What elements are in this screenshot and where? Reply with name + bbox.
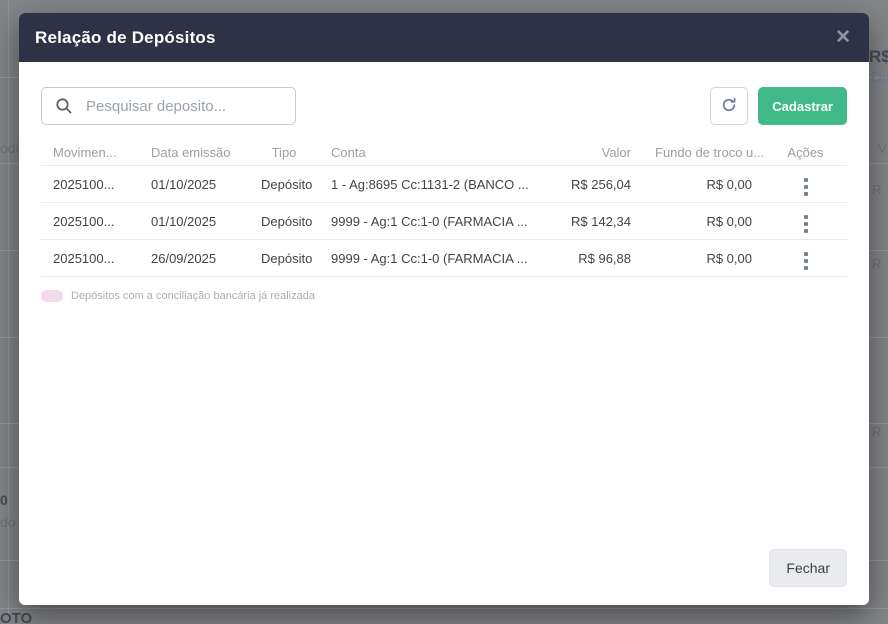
row-actions-button[interactable] bbox=[764, 207, 847, 235]
column-header-movimento: Movimen... bbox=[53, 145, 117, 160]
background-text-fragment: Dife bbox=[871, 69, 888, 86]
background-text-fragment: R$ bbox=[869, 47, 888, 66]
deposits-table: Movimen... Data emissão Tipo Conta Valor… bbox=[41, 140, 847, 277]
refresh-button[interactable] bbox=[710, 87, 749, 125]
cell-data-emissao: 01/10/2025 bbox=[151, 176, 217, 192]
cell-tipo: Depósito bbox=[261, 213, 313, 229]
legend-label: Depósitos com a conciliação bancária já … bbox=[71, 290, 315, 302]
reconciliation-legend: Depósitos com a conciliação bancária já … bbox=[41, 290, 847, 302]
background-text-fragment: do bbox=[0, 514, 16, 530]
cell-data-emissao: 26/09/2025 bbox=[151, 250, 217, 266]
close-icon[interactable]: ✕ bbox=[835, 27, 851, 48]
background-divider bbox=[8, 0, 9, 624]
modal-header: Relação de Depósitos ✕ bbox=[19, 13, 869, 62]
toolbar: Cadastrar bbox=[41, 87, 847, 125]
table-row[interactable]: 2025100... 01/10/2025 Depósito 1 - Ag:86… bbox=[41, 166, 847, 203]
background-text-fragment: 0 bbox=[0, 492, 8, 508]
background-text-fragment: R bbox=[872, 424, 882, 439]
cell-conta: 9999 - Ag:1 Cc:1-0 (FARMACIA ... bbox=[331, 213, 528, 229]
deposits-modal: Relação de Depósitos ✕ bbox=[19, 13, 869, 605]
cell-fundo-troco: R$ 0,00 bbox=[706, 176, 752, 192]
legend-color-swatch bbox=[41, 290, 63, 302]
kebab-menu-icon bbox=[798, 250, 814, 272]
toolbar-actions: Cadastrar bbox=[710, 87, 847, 125]
modal-footer: Fechar bbox=[41, 549, 847, 587]
table-row[interactable]: 2025100... 26/09/2025 Depósito 9999 - Ag… bbox=[41, 240, 847, 277]
search-box bbox=[41, 87, 296, 125]
kebab-menu-icon bbox=[798, 213, 814, 235]
background-text-fragment: OTO bbox=[0, 610, 33, 624]
cell-movimento: 2025100... bbox=[53, 250, 115, 266]
cell-valor: R$ 256,04 bbox=[571, 176, 631, 192]
background-text-fragment: R bbox=[872, 256, 882, 271]
search-icon bbox=[55, 97, 73, 120]
cell-fundo-troco: R$ 0,00 bbox=[706, 250, 752, 266]
column-header-fundo-troco: Fundo de troco u... bbox=[655, 145, 764, 160]
background-text-fragment: R bbox=[872, 182, 882, 197]
background-row-line bbox=[0, 608, 888, 609]
search-input[interactable] bbox=[41, 87, 296, 125]
cell-valor: R$ 96,88 bbox=[578, 250, 631, 266]
background-text-fragment: ódi bbox=[0, 140, 19, 156]
column-header-conta: Conta bbox=[331, 145, 366, 160]
cadastrar-button[interactable]: Cadastrar bbox=[758, 87, 847, 125]
cell-movimento: 2025100... bbox=[53, 213, 115, 229]
column-header-acoes: Ações bbox=[787, 145, 824, 160]
table-header-row: Movimen... Data emissão Tipo Conta Valor… bbox=[41, 140, 847, 166]
cell-conta: 9999 - Ag:1 Cc:1-0 (FARMACIA ... bbox=[331, 250, 528, 266]
cell-data-emissao: 01/10/2025 bbox=[151, 213, 217, 229]
cell-tipo: Depósito bbox=[261, 250, 313, 266]
row-actions-button[interactable] bbox=[764, 244, 847, 272]
modal-title: Relação de Depósitos bbox=[35, 27, 216, 47]
column-header-valor: Valor bbox=[601, 145, 631, 160]
cell-valor: R$ 142,34 bbox=[571, 213, 631, 229]
column-header-tipo: Tipo bbox=[271, 145, 297, 160]
cell-conta: 1 - Ag:8695 Cc:1131-2 (BANCO ... bbox=[331, 176, 529, 192]
kebab-menu-icon bbox=[798, 176, 814, 198]
table-row[interactable]: 2025100... 01/10/2025 Depósito 9999 - Ag… bbox=[41, 203, 847, 240]
cell-movimento: 2025100... bbox=[53, 176, 115, 192]
row-actions-button[interactable] bbox=[764, 170, 847, 198]
fechar-button[interactable]: Fechar bbox=[769, 549, 847, 587]
refresh-icon bbox=[720, 96, 738, 117]
cell-fundo-troco: R$ 0,00 bbox=[706, 213, 752, 229]
cell-tipo: Depósito bbox=[261, 176, 313, 192]
empty-space bbox=[41, 302, 847, 549]
background-text-fragment: V bbox=[878, 141, 887, 156]
modal-body: Cadastrar Movimen... Data emissão Tipo C… bbox=[19, 62, 869, 605]
column-header-data-emissao: Data emissão bbox=[151, 145, 231, 160]
